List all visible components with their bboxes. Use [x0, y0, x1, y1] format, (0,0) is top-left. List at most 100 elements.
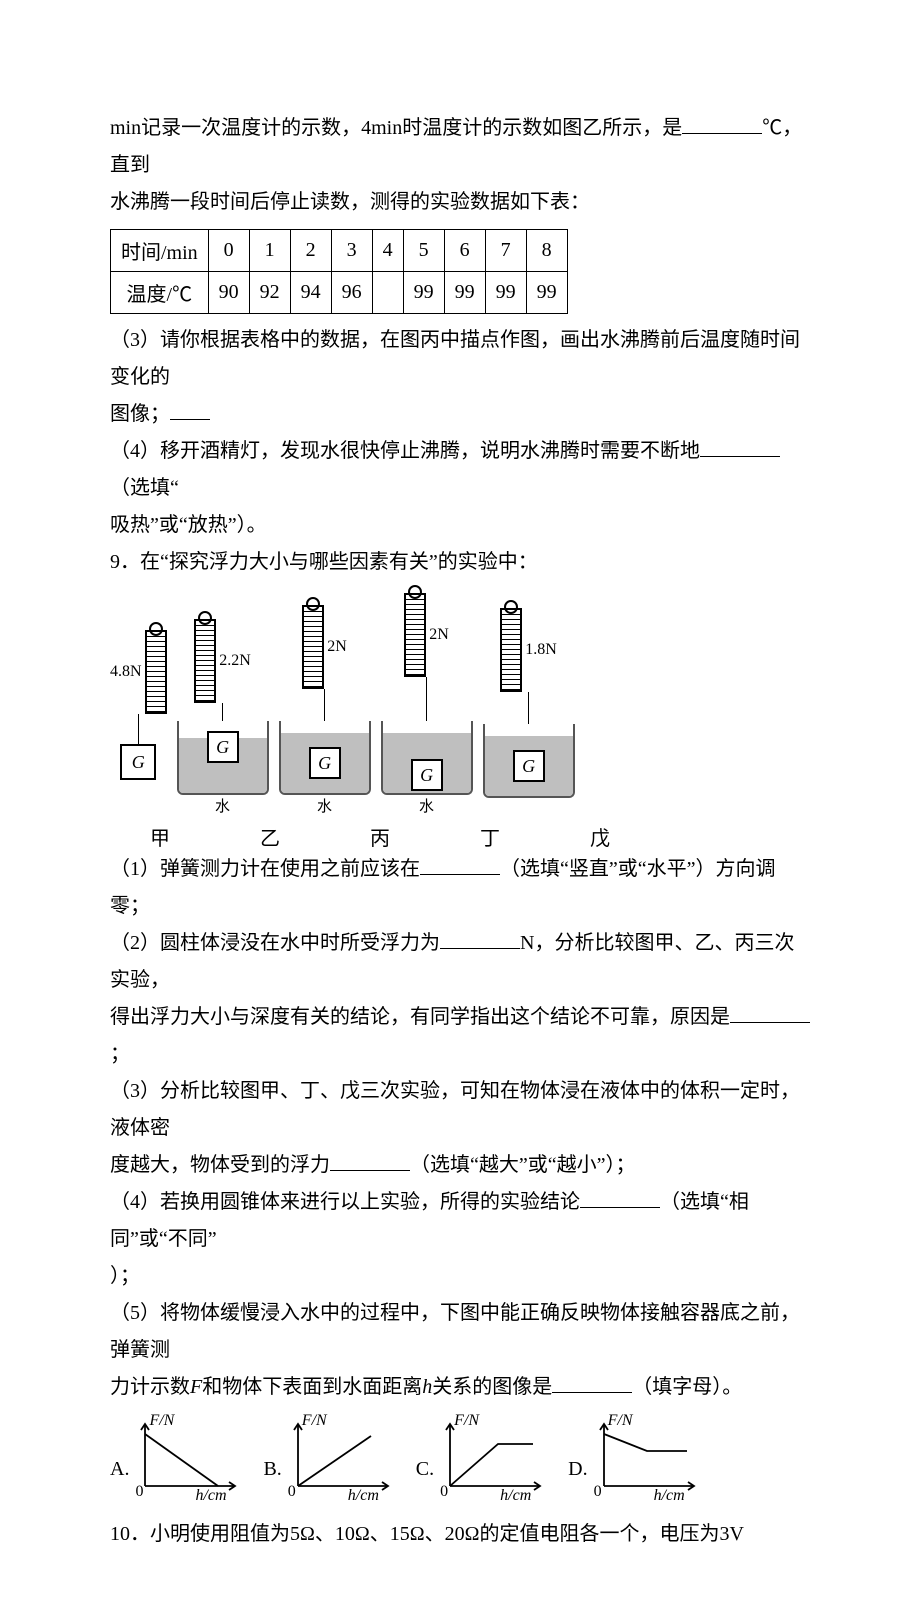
- liquid-label: 水: [317, 795, 332, 816]
- origin-label: 0: [440, 1483, 448, 1501]
- data-table: 时间/min 0 1 2 3 4 5 6 7 8 温度/℃ 90 92 94 9…: [110, 229, 568, 314]
- table-cell: 2: [290, 230, 331, 272]
- blank-reason[interactable]: [730, 1002, 810, 1023]
- beaker-icon: G: [279, 721, 371, 795]
- q9-4: （4）若换用圆锥体来进行以上实验，所得的实验结论: [110, 1191, 580, 1213]
- chart-option[interactable]: A.F/N0h/cm: [110, 1416, 243, 1506]
- q9-3: （选填“越大”或“越小”）；: [410, 1154, 636, 1176]
- block-G: G: [513, 750, 545, 782]
- blank-same-diff[interactable]: [580, 1187, 660, 1208]
- spring-scale-icon: [194, 619, 216, 703]
- setup-caption: 丁: [440, 822, 540, 851]
- blank-absorb-release[interactable]: [700, 436, 780, 457]
- q9-1: （1）弹簧测力计在使用之前应该在: [110, 858, 420, 880]
- q9-2: （2）圆柱体浸没在水中时所受浮力为: [110, 932, 440, 954]
- table-row: 温度/℃ 90 92 94 96 99 99 99 99: [111, 272, 568, 314]
- table-cell: 94: [290, 272, 331, 314]
- axis-label-x: h/cm: [348, 1487, 379, 1505]
- q9-figure: 4.8NG2.2NGh水2NG水2NG水1.8NG盐水: [110, 593, 810, 816]
- spring-scale-icon: [500, 608, 522, 692]
- table-cell: 96: [331, 272, 372, 314]
- table-cell: 90: [208, 272, 249, 314]
- q9-title: 9．在“探究浮力大小与哪些因素有关”的实验中：: [110, 544, 810, 581]
- scale-reading: 1.8N: [525, 641, 557, 659]
- axis-label-x: h/cm: [195, 1487, 226, 1505]
- table-cell: 7: [485, 230, 526, 272]
- q4-text: 吸热”或“放热”）。: [110, 507, 810, 544]
- scale-reading: 2N: [327, 638, 347, 656]
- block-G: G: [207, 731, 239, 763]
- table-cell: [372, 272, 403, 314]
- setup-caption: 戊: [550, 822, 650, 851]
- q4-text: （4）移开酒精灯，发现水很快停止沸腾，说明水沸腾时需要不断地: [110, 440, 700, 462]
- q9-5: （5）将物体缓慢浸入水中的过程中，下图中能正确反映物体接触容器底之前，弹簧测: [110, 1295, 810, 1369]
- q4-text: （选填“: [110, 477, 179, 499]
- beaker-icon: G盐水: [483, 724, 575, 798]
- axis-label-x: h/cm: [654, 1487, 685, 1505]
- axis-label-x: h/cm: [500, 1487, 531, 1505]
- chart-option[interactable]: C.F/N0h/cm: [416, 1416, 548, 1506]
- table-cell: 4: [372, 230, 403, 272]
- setup-caption: 甲: [110, 822, 210, 851]
- q10-text: 10．小明使用阻值为5Ω、10Ω、15Ω、20Ω的定值电阻各一个，电压为3V: [110, 1516, 810, 1553]
- axis-label-y: F/N: [454, 1412, 479, 1430]
- table-cell: 3: [331, 230, 372, 272]
- axis-label-y: F/N: [302, 1412, 327, 1430]
- spring-scale-icon: [404, 593, 426, 677]
- q3-text: （3）请你根据表格中的数据，在图丙中描点作图，画出水沸腾前后温度随时间变化的: [110, 322, 810, 396]
- option-letter: B.: [263, 1458, 281, 1506]
- chart-option[interactable]: B.F/N0h/cm: [263, 1416, 395, 1506]
- liquid-label: 水: [419, 795, 434, 816]
- q3-text: 图像；: [110, 403, 170, 425]
- origin-label: 0: [135, 1483, 143, 1501]
- blank-direction[interactable]: [420, 854, 500, 875]
- blank-graph[interactable]: [170, 399, 210, 420]
- q9-5: 关系的图像是: [432, 1376, 552, 1398]
- table-cell: 8: [526, 230, 567, 272]
- scale-reading: 2N: [429, 626, 449, 644]
- charts-row: A.F/N0h/cmB.F/N0h/cmC.F/N0h/cmD.F/N0h/cm: [110, 1416, 810, 1506]
- experiment-setup: 2N G水: [381, 593, 473, 816]
- experiment-setup: 1.8N G盐水: [483, 608, 575, 816]
- table-cell: 0: [208, 230, 249, 272]
- chart-option[interactable]: D.F/N0h/cm: [568, 1416, 701, 1506]
- q9-5: 力计示数: [110, 1376, 190, 1398]
- table-row: 时间/min 0 1 2 3 4 5 6 7 8: [111, 230, 568, 272]
- liquid-label: 水: [215, 795, 230, 816]
- table-cell: 99: [403, 272, 444, 314]
- q9-5: （填字母）。: [632, 1376, 742, 1398]
- scale-reading: 2.2N: [219, 652, 251, 670]
- block-G: G: [411, 759, 443, 791]
- fragment-text: 水沸腾一段时间后停止读数，测得的实验数据如下表：: [110, 184, 810, 221]
- scale-reading: 4.8N: [110, 663, 142, 681]
- block-G: G: [120, 744, 156, 780]
- blank-bigger-smaller[interactable]: [330, 1150, 410, 1171]
- spring-scale-icon: [145, 630, 167, 714]
- table-cell: 5: [403, 230, 444, 272]
- q9-3: （3）分析比较图甲、丁、戊三次实验，可知在物体浸在液体中的体积一定时，液体密: [110, 1073, 810, 1147]
- table-cell: 99: [444, 272, 485, 314]
- q9-3: 度越大，物体受到的浮力: [110, 1154, 330, 1176]
- table-cell: 99: [526, 272, 567, 314]
- axis-label-y: F/N: [608, 1412, 633, 1430]
- var-F: F: [190, 1376, 202, 1398]
- blank-temp-reading[interactable]: [682, 113, 762, 134]
- option-letter: D.: [568, 1458, 587, 1506]
- blank-chart-letter[interactable]: [552, 1372, 632, 1393]
- spring-scale-icon: [302, 605, 324, 689]
- experiment-setup: 2N G水: [279, 605, 371, 816]
- blank-buoyancy-n[interactable]: [440, 928, 520, 949]
- setup-caption: 丙: [330, 822, 430, 851]
- table-cell: 温度/℃: [111, 272, 209, 314]
- table-cell: 6: [444, 230, 485, 272]
- axis-label-y: F/N: [149, 1412, 174, 1430]
- setup-caption: 乙: [220, 822, 320, 851]
- table-cell: 99: [485, 272, 526, 314]
- origin-label: 0: [594, 1483, 602, 1501]
- fragment-text: min记录一次温度计的示数，4min时温度计的示数如图乙所示，是: [110, 117, 682, 139]
- option-letter: A.: [110, 1458, 129, 1506]
- q9-2: 得出浮力大小与深度有关的结论，有同学指出这个结论不可靠，原因是: [110, 1006, 730, 1028]
- block-G: G: [309, 747, 341, 779]
- table-cell: 时间/min: [111, 230, 209, 272]
- var-h: h: [422, 1376, 432, 1398]
